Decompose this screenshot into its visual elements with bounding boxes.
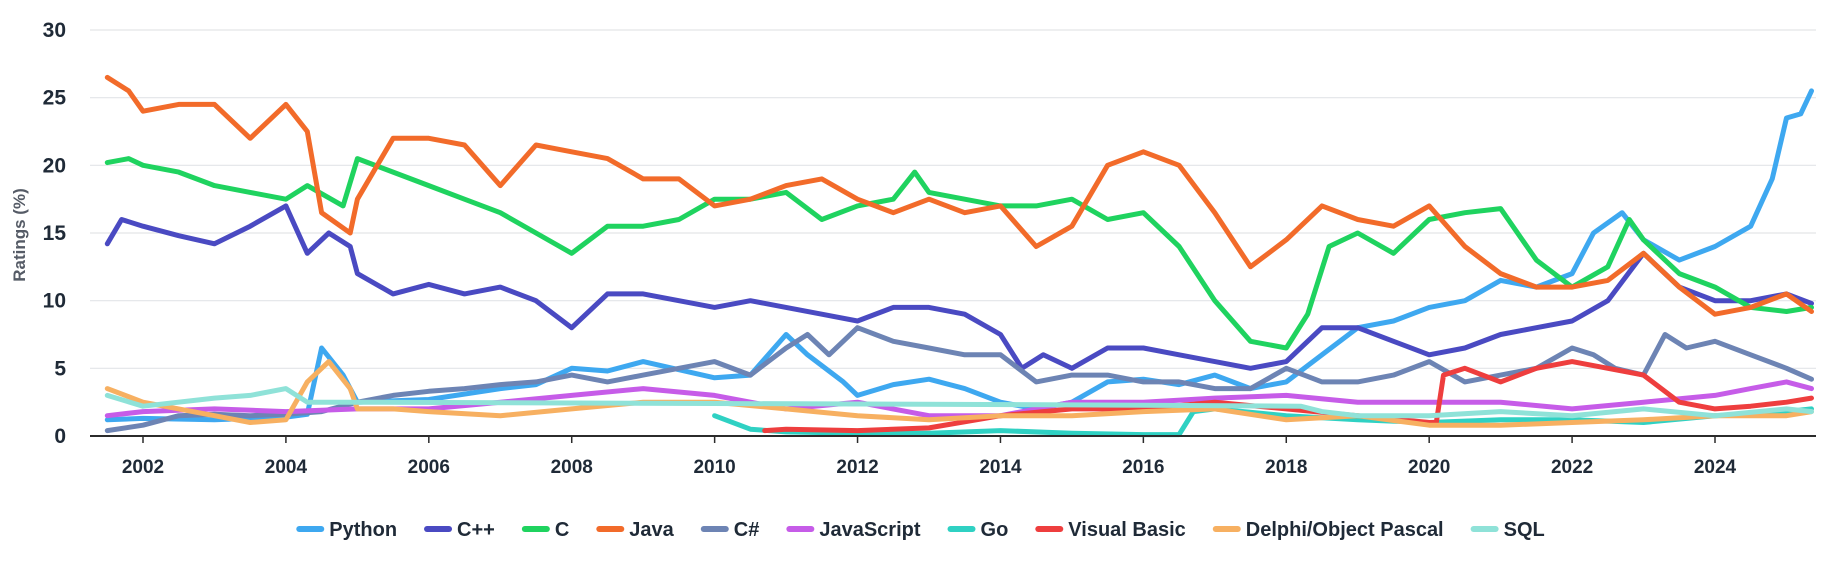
x-tick-label: 2008 bbox=[551, 457, 593, 478]
legend-label: Delphi/Object Pascal bbox=[1246, 519, 1444, 541]
x-tick-label: 2002 bbox=[122, 457, 164, 478]
legend-item-c[interactable]: C bbox=[521, 519, 569, 541]
legend-item-python[interactable]: Python bbox=[296, 519, 397, 541]
legend-item-delphi-object-pascal[interactable]: Delphi/Object Pascal bbox=[1212, 519, 1444, 541]
y-tick-labels: 0 5 10 15 20 25 30 bbox=[43, 19, 67, 448]
x-tick-label: 2014 bbox=[979, 457, 1022, 478]
x-tick-label: 2004 bbox=[265, 457, 308, 478]
y-tick-label: 15 bbox=[43, 222, 67, 245]
legend-label: JavaScript bbox=[819, 519, 921, 541]
x-tick-label: 2010 bbox=[693, 457, 735, 478]
legend: Python C++ C Java C# JavaScript Go Visual Basic… bbox=[296, 519, 1545, 541]
legend-item-sql[interactable]: SQL bbox=[1470, 519, 1545, 541]
x-tick-label: 2020 bbox=[1408, 457, 1450, 478]
legend-label: Visual Basic bbox=[1068, 519, 1185, 541]
legend-item-visual-basic[interactable]: Visual Basic bbox=[1035, 519, 1186, 541]
y-tick-label: 25 bbox=[43, 87, 67, 110]
legend-item-javascript[interactable]: JavaScript bbox=[786, 519, 921, 541]
series-line-java bbox=[104, 74, 1814, 317]
legend-item-go[interactable]: Go bbox=[947, 519, 1009, 541]
x-tick-label: 2006 bbox=[408, 457, 450, 478]
series-lines bbox=[104, 74, 1814, 438]
x-tick-label: 2024 bbox=[1694, 457, 1737, 478]
legend-label: Python bbox=[329, 519, 397, 541]
legend-item-c[interactable]: C++ bbox=[424, 519, 495, 541]
legend-item-java[interactable]: Java bbox=[596, 519, 675, 541]
series-line-python bbox=[104, 88, 1814, 423]
y-tick-label: 30 bbox=[43, 19, 66, 42]
series-line-c bbox=[104, 325, 1814, 434]
legend-label: SQL bbox=[1504, 519, 1545, 541]
legend-label: C++ bbox=[457, 519, 495, 541]
y-tick-label: 10 bbox=[43, 290, 66, 313]
series-line-delphi-object-pascal bbox=[104, 359, 1814, 428]
legend-label: Java bbox=[629, 519, 674, 541]
x-tick-label: 2018 bbox=[1265, 457, 1307, 478]
legend-item-c[interactable]: C# bbox=[700, 519, 760, 541]
series-line-sql bbox=[104, 386, 1814, 419]
legend-label: Go bbox=[981, 519, 1009, 541]
y-tick-label: 5 bbox=[54, 357, 66, 380]
x-tick-label: 2022 bbox=[1551, 457, 1593, 478]
x-tick-label: 2016 bbox=[1122, 457, 1164, 478]
y-tick-label: 0 bbox=[54, 425, 66, 448]
series-line-c bbox=[104, 203, 1814, 371]
y-axis-label: Ratings (%) bbox=[10, 188, 29, 282]
legend-label: C# bbox=[734, 519, 760, 541]
x-tick-label: 2012 bbox=[836, 457, 878, 478]
y-tick-label: 20 bbox=[43, 154, 66, 177]
series-line-c bbox=[104, 156, 1814, 351]
legend-label: C bbox=[555, 519, 569, 541]
x-tick-labels: 2002 2004 2006 2008 2010 2012 2014 2016 2018 2020… bbox=[122, 436, 1737, 478]
